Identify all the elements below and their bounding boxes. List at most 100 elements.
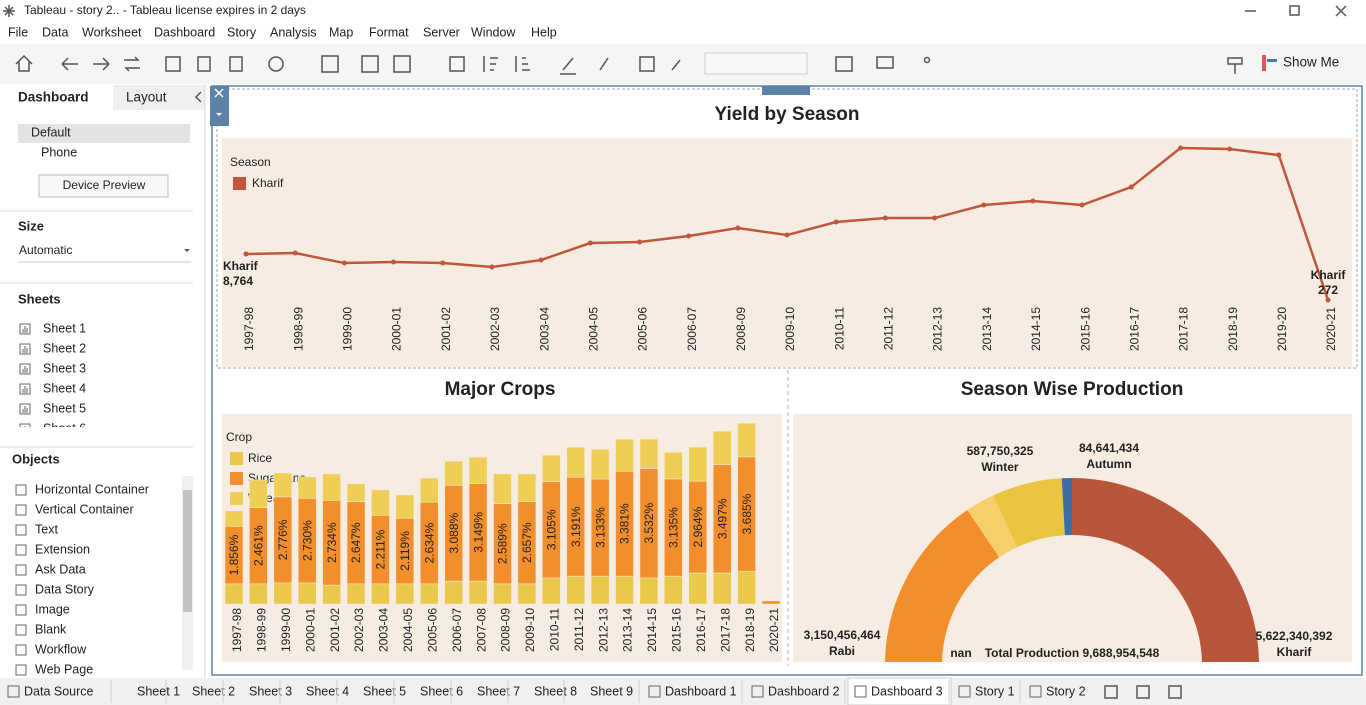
home-button[interactable] [15, 54, 33, 72]
object-item[interactable]: Data Story [35, 582, 95, 596]
data-label: 2.730% [300, 520, 314, 561]
menu-item[interactable]: Format [369, 25, 409, 39]
presentation-mode[interactable] [876, 56, 894, 69]
point [587, 240, 593, 246]
new-worksheet[interactable] [321, 55, 339, 73]
sheet-item[interactable]: Sheet 6 [43, 421, 86, 435]
object-item[interactable]: Workflow [35, 642, 87, 656]
highlight[interactable] [560, 57, 576, 75]
tab[interactable]: Layout [126, 90, 167, 105]
format-painter[interactable] [1227, 57, 1243, 74]
data-label: 3.532% [642, 503, 656, 544]
new-story[interactable] [1168, 685, 1182, 699]
refresh[interactable] [268, 56, 284, 72]
duplicate[interactable] [361, 55, 379, 73]
x-tick-label: 2020-21 [1324, 307, 1338, 351]
x-tick-label: 2006-07 [685, 307, 699, 351]
sheet-item[interactable]: Sheet 4 [43, 381, 86, 395]
tab[interactable]: Sheet 7 [477, 684, 520, 698]
new-worksheet[interactable] [1104, 685, 1118, 699]
menu-item[interactable]: Analysis [270, 25, 317, 39]
show-me[interactable]: Show Me [1283, 55, 1339, 70]
object-item[interactable]: Extension [35, 542, 90, 556]
new-data-source[interactable] [197, 56, 211, 72]
collapse[interactable] [194, 91, 202, 103]
tab[interactable]: Story 2 [1046, 684, 1086, 698]
tab[interactable]: Sheet 4 [306, 684, 349, 698]
menu-item[interactable]: Server [423, 25, 460, 39]
tab[interactable]: Sheet 8 [534, 684, 577, 698]
menu-item[interactable]: File [8, 25, 28, 39]
tab[interactable]: Dashboard 1 [665, 684, 737, 698]
point [1128, 184, 1134, 190]
data-label: 2.647% [349, 522, 363, 563]
tab[interactable]: Data Source [24, 684, 94, 698]
object-item[interactable]: Blank [35, 622, 67, 636]
device-preview-button[interactable] [38, 174, 169, 198]
sort-desc[interactable] [515, 56, 530, 72]
new-dashboard[interactable] [1136, 685, 1150, 699]
app-icon [3, 5, 15, 17]
x-tick-label: 2000-01 [390, 307, 404, 351]
tab[interactable]: Sheet 5 [363, 684, 406, 698]
tab[interactable]: Sheet 2 [192, 684, 235, 698]
tab[interactable]: Dashboard [18, 90, 89, 105]
tab[interactable]: Dashboard 3 [871, 684, 943, 698]
bar-segment [273, 472, 293, 498]
sheet-item[interactable]: Sheet 3 [43, 361, 86, 375]
redo[interactable] [93, 57, 110, 71]
more[interactable] [216, 113, 222, 116]
object-item[interactable]: Text [35, 522, 58, 536]
fix-axes[interactable] [671, 59, 681, 71]
sort-asc[interactable] [483, 56, 498, 72]
bar-segment [249, 583, 268, 605]
undo[interactable] [61, 57, 78, 71]
menu-item[interactable]: Worksheet [82, 25, 142, 39]
object-item[interactable]: Horizontal Container [35, 482, 149, 496]
save[interactable] [165, 56, 181, 72]
slice-label: nan [950, 646, 971, 660]
pause-updates[interactable] [229, 56, 243, 72]
menu-item[interactable]: Dashboard [154, 25, 215, 39]
restore[interactable] [1289, 5, 1300, 16]
group[interactable] [599, 57, 609, 71]
menu-item[interactable]: Window [471, 25, 516, 39]
show-cards[interactable] [835, 56, 853, 72]
replay[interactable] [124, 56, 140, 72]
sheet-item[interactable]: Sheet 1 [43, 321, 86, 335]
x-tick-label: 2008-09 [499, 608, 513, 652]
tab[interactable]: Sheet 3 [249, 684, 292, 698]
object-item[interactable]: Ask Data [35, 562, 86, 576]
fit-dropdown[interactable] [704, 52, 808, 75]
tab[interactable]: Sheet 9 [590, 684, 633, 698]
menu-item[interactable]: Data [42, 25, 68, 39]
point [1227, 146, 1233, 152]
share[interactable] [923, 56, 931, 64]
sheet-item[interactable]: Sheet 2 [43, 341, 86, 355]
object-item[interactable]: Web Page [35, 662, 93, 676]
remove[interactable] [214, 88, 224, 98]
x-tick-label: 2013-14 [621, 608, 635, 652]
drag-handle[interactable] [762, 86, 810, 95]
tab[interactable]: Sheet 6 [420, 684, 463, 698]
device[interactable]: Default [31, 125, 71, 139]
menu-item[interactable]: Help [531, 25, 557, 39]
object-icon [15, 664, 27, 676]
tab[interactable]: Sheet 1 [137, 684, 180, 698]
clear[interactable] [393, 55, 411, 73]
object-item[interactable]: Vertical Container [35, 502, 134, 516]
scroll-thumb[interactable] [183, 490, 192, 612]
tab[interactable]: Story 1 [975, 684, 1015, 698]
plot-bg [222, 138, 1352, 367]
object-item[interactable]: Image [35, 602, 70, 616]
container-menu[interactable] [210, 86, 229, 126]
device[interactable]: Phone [41, 145, 77, 159]
tab[interactable]: Dashboard 2 [768, 684, 840, 698]
sheet-item[interactable]: Sheet 5 [43, 401, 86, 415]
size-dropdown[interactable]: Automatic [19, 243, 72, 257]
menu-item[interactable]: Story [227, 25, 257, 39]
labels[interactable] [639, 56, 655, 72]
close[interactable] [1335, 5, 1347, 17]
swap[interactable] [449, 56, 465, 72]
menu-item[interactable]: Map [329, 25, 353, 39]
